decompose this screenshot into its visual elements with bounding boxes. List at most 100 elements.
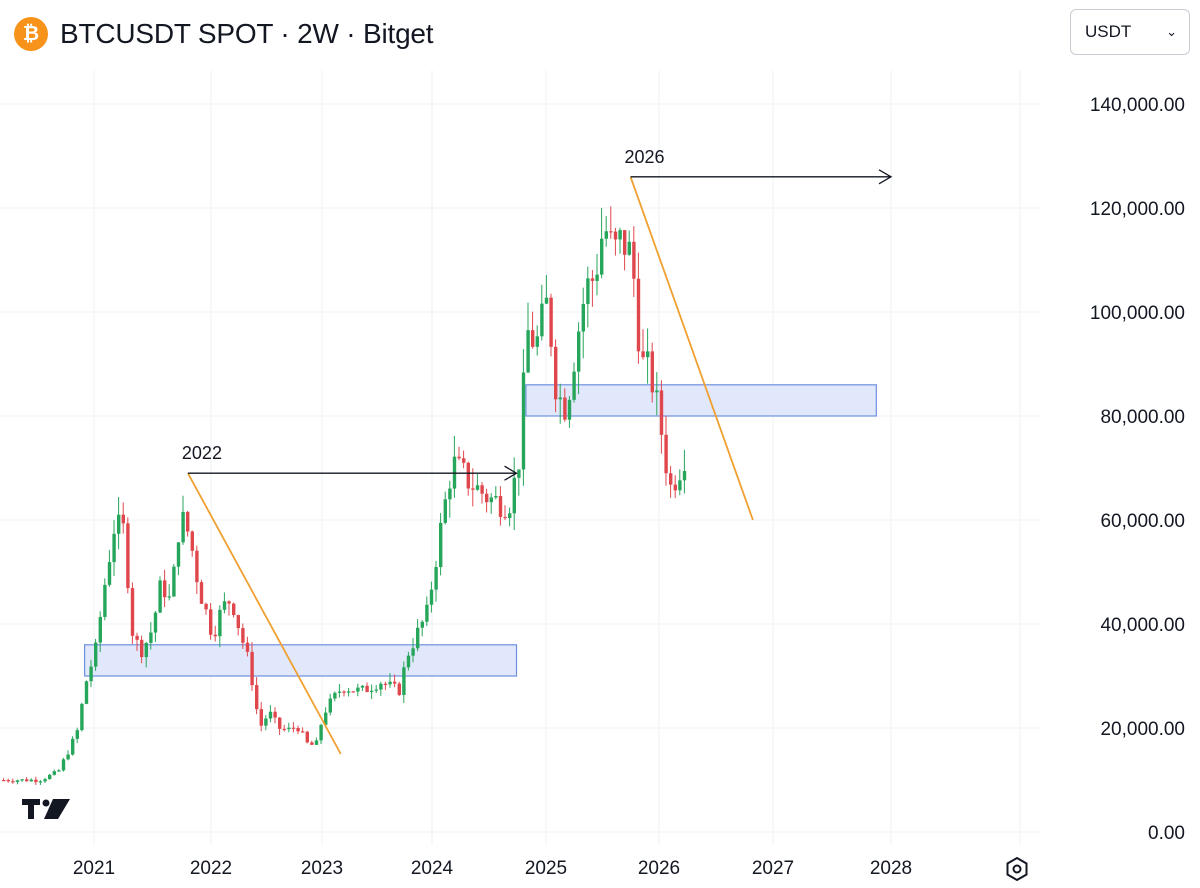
candle	[140, 635, 144, 664]
candle	[29, 778, 33, 782]
candle	[236, 614, 240, 636]
candle	[149, 622, 153, 650]
settings-hexagon-icon[interactable]	[1004, 856, 1030, 882]
grid	[0, 70, 1040, 845]
candle	[25, 777, 29, 782]
candle	[655, 372, 659, 416]
candle	[526, 302, 530, 374]
candle	[153, 610, 158, 643]
candle	[43, 777, 47, 783]
candle	[117, 497, 121, 550]
candle	[255, 677, 259, 715]
candle	[429, 581, 434, 613]
y-tick-label: 20,000.00	[1100, 719, 1185, 740]
candle	[370, 684, 374, 700]
candle	[218, 605, 222, 648]
candle	[342, 690, 346, 697]
candle	[420, 620, 424, 637]
candle	[301, 727, 305, 733]
y-tick-label: 60,000.00	[1100, 511, 1185, 532]
symbol-title[interactable]: BTCUSDT SPOT · 2W · Bitget	[60, 18, 434, 49]
candle	[682, 449, 687, 494]
candle	[213, 625, 217, 642]
candle	[485, 488, 489, 513]
candle	[678, 469, 682, 496]
candle	[172, 563, 176, 597]
candle	[126, 517, 130, 594]
candle	[158, 576, 162, 613]
candle	[535, 325, 539, 356]
candle	[130, 582, 135, 644]
candle	[38, 779, 43, 785]
candle	[503, 505, 507, 520]
candle	[462, 450, 466, 469]
candle	[480, 481, 484, 504]
candle	[144, 641, 148, 668]
candle	[650, 342, 654, 403]
candle	[498, 486, 503, 526]
candle	[604, 216, 608, 247]
candle	[245, 636, 250, 657]
chart-header: ₿ BTCUSDT SPOT · 2W · Bitget	[14, 14, 434, 54]
arrow-annotation: 2026	[625, 147, 893, 185]
candle	[636, 252, 641, 364]
candle	[222, 592, 227, 614]
candle	[452, 435, 457, 498]
x-tick-label: 2024	[411, 858, 454, 879]
candle	[563, 388, 567, 422]
candle	[664, 415, 668, 486]
candle	[324, 707, 328, 727]
candle	[15, 779, 20, 785]
candle	[641, 329, 645, 360]
candle	[57, 769, 61, 772]
candle	[457, 446, 461, 461]
y-tick-label: 120,000.00	[1090, 199, 1185, 220]
candle	[379, 681, 383, 696]
candle	[176, 541, 181, 576]
candle	[618, 227, 622, 254]
candle	[190, 530, 194, 557]
candle	[112, 520, 116, 577]
candle	[61, 757, 66, 772]
x-axis: 2021 2022 2023 2024 2025 2026 2027 2028	[73, 858, 912, 879]
annotation-label: 2022	[182, 443, 222, 463]
candle	[577, 322, 581, 395]
candle	[669, 465, 673, 498]
candle	[613, 227, 618, 256]
candle	[540, 284, 544, 341]
candle	[567, 396, 572, 428]
candle	[609, 206, 613, 239]
candle	[623, 230, 627, 271]
candle	[20, 779, 24, 782]
candle	[595, 254, 599, 296]
candle	[393, 674, 397, 688]
candle	[494, 486, 498, 500]
candle	[544, 275, 549, 305]
candle	[314, 737, 319, 746]
candle	[204, 602, 208, 615]
candle	[337, 684, 342, 698]
y-tick-label: 100,000.00	[1090, 303, 1185, 324]
candle	[572, 362, 576, 403]
candle	[406, 651, 411, 671]
candle	[232, 602, 236, 618]
y-tick-label: 140,000.00	[1090, 95, 1185, 116]
candle	[259, 702, 263, 732]
candle	[600, 207, 604, 279]
x-tick-label: 2025	[525, 858, 567, 879]
candle	[411, 638, 415, 663]
support-zone	[84, 644, 518, 677]
candle	[48, 773, 52, 780]
candle	[11, 778, 15, 784]
candle	[34, 776, 38, 786]
candle	[227, 600, 231, 616]
currency-select[interactable]: USDT ⌄	[1070, 9, 1190, 55]
candle	[66, 750, 70, 761]
currency-select-value: USDT	[1085, 22, 1132, 41]
candle	[94, 638, 98, 671]
candle	[425, 596, 429, 626]
x-tick-label: 2027	[752, 858, 794, 879]
trendline	[187, 472, 342, 755]
candle	[402, 661, 406, 703]
